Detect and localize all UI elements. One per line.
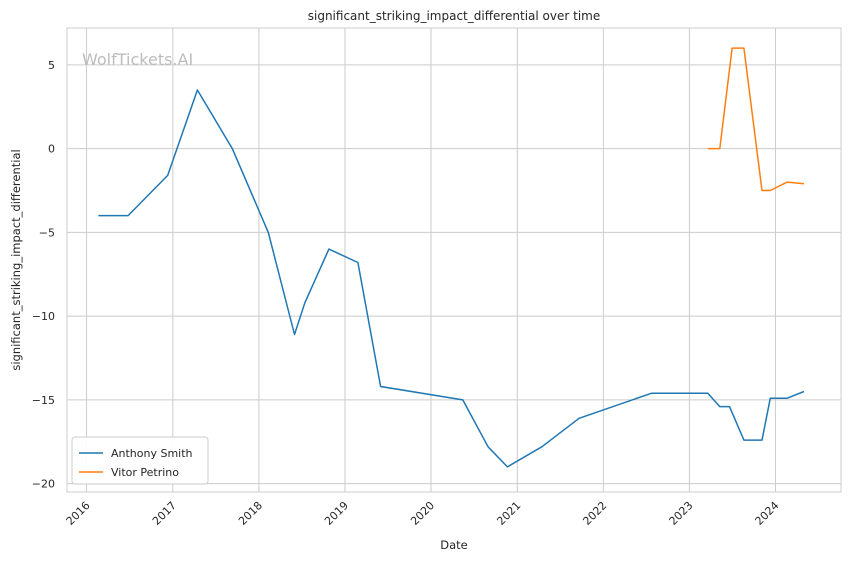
x-tick-label: 2018	[236, 499, 265, 528]
y-tick-label: 5	[48, 59, 55, 72]
y-tick-label: −10	[32, 310, 55, 323]
x-tick-labels: 2016 2017 2018 2019 2020 2021 2022 2023 2024	[64, 499, 782, 528]
y-tick-label: −5	[39, 226, 55, 239]
legend-label-vitor-petrino: Vitor Petrino	[111, 466, 179, 479]
x-tick-label: 2021	[494, 499, 523, 528]
legend: Anthony Smith Vitor Petrino	[71, 436, 209, 485]
legend-box	[71, 436, 209, 485]
y-tick-label: −15	[32, 394, 55, 407]
x-tick-label: 2022	[580, 499, 609, 528]
x-tick-label: 2024	[753, 499, 782, 528]
legend-label-anthony-smith: Anthony Smith	[111, 447, 193, 460]
chart-title: significant_striking_impact_differential…	[308, 9, 600, 23]
plot-frame	[66, 27, 842, 493]
series-layer	[98, 47, 805, 468]
x-tick-label: 2020	[408, 499, 437, 528]
y-tick-label: 0	[48, 143, 55, 156]
x-tick-label: 2017	[150, 499, 179, 528]
x-tick-label: 2023	[667, 499, 696, 528]
y-tick-label: −20	[32, 478, 55, 491]
x-axis-title: Date	[440, 538, 468, 552]
watermark: WolfTickets.AI	[82, 50, 193, 69]
series-line-anthony-smith	[98, 89, 805, 468]
y-tick-labels: 5 0 −5 −10 −15 −20	[32, 59, 55, 491]
y-axis-title: significant_striking_impact_differential	[9, 149, 23, 370]
grid	[67, 28, 841, 492]
x-tick-label: 2019	[322, 499, 351, 528]
series-line-vitor-petrino	[707, 47, 805, 192]
x-tick-label: 2016	[64, 499, 93, 528]
